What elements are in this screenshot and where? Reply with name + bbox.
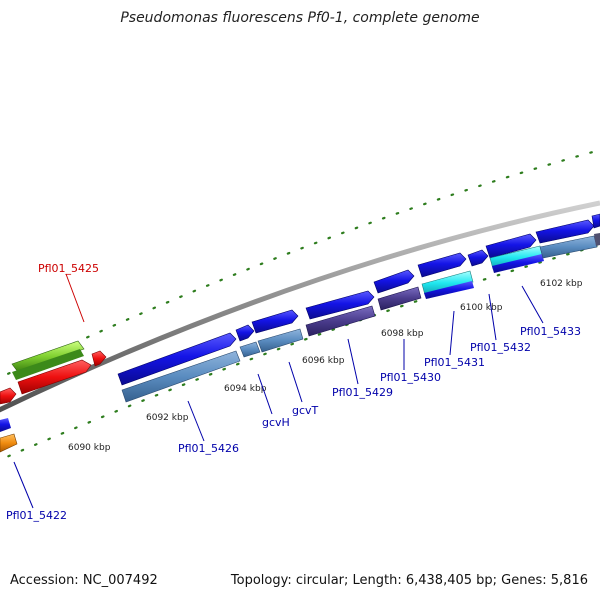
gene-label: Pfl01_5429 [332,386,393,399]
cds-gcvT [252,310,298,333]
genome-backbone [0,203,600,412]
cds-pfl01-5432 [468,250,488,266]
feature-steel-gcvT [258,329,303,352]
feature-steel-gcvH [240,342,260,357]
gene-label: Pfl01_5433 [520,325,581,338]
kbp-label: 6100 kbp [460,303,503,313]
cds-pfl01-5431 [418,253,466,277]
kbp-label: 6094 kbp [224,384,267,394]
kbp-label: 6090 kbp [68,443,111,453]
gene-label: Pfl01_5425 [38,262,99,275]
gene-label: Pfl01_5431 [424,356,485,369]
gene-label: gcvH [262,416,290,429]
genome-summary-text: Topology: circular; Length: 6,438,405 bp… [231,573,588,588]
outer-features [0,214,600,404]
feature-blue-left [0,418,11,432]
kbp-label: 6102 kbp [540,279,583,289]
gene-label: gcvT [292,404,319,417]
gene-label: Pfl01_5426 [178,442,239,455]
gene-label: Pfl01_5422 [6,509,67,522]
cds-gcvH [236,325,254,341]
kbp-label: 6092 kbp [146,413,189,423]
gene-label: Pfl01_5430 [380,371,441,384]
kbp-label: 6098 kbp [381,329,424,339]
kbp-label: 6096 kbp [302,356,345,366]
gene-labels: Pfl01_5425 Pfl01_5422 Pfl01_5426 gcvH gc… [6,262,581,522]
gene-label: Pfl01_5432 [470,341,531,354]
accession-text: Accession: NC_007492 [10,573,158,588]
cds-pfl01-5430 [374,270,414,293]
feature-orange-left [0,434,17,452]
